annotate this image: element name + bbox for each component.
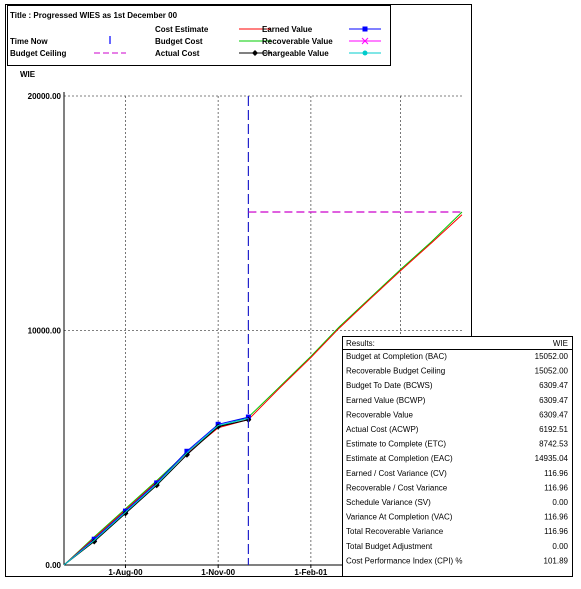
results-row-value: 116.96 — [544, 527, 568, 536]
y-tick-label: 20000.00 — [28, 92, 62, 101]
legend-marker — [362, 26, 368, 32]
legend-label: Cost Estimate — [155, 25, 209, 34]
results-row-label: Estimate at Completion (EAC) — [346, 454, 453, 463]
point-actual-cost — [91, 538, 98, 545]
legend-label: Actual Cost — [155, 49, 200, 58]
results-row-label: Total Budget Adjustment — [346, 542, 433, 551]
results-row-label: Budget at Completion (BAC) — [346, 352, 447, 361]
results-row-value: 116.96 — [544, 483, 568, 492]
results-title: Results: — [346, 339, 375, 348]
point-actual-cost — [183, 451, 190, 458]
series-line-budget-cost — [63, 211, 463, 566]
results-row-value: 15052.00 — [535, 367, 569, 376]
results-row-value: 6309.47 — [539, 396, 568, 405]
results-row-value: 116.96 — [544, 513, 568, 522]
results-row-value: 15052.00 — [535, 352, 569, 361]
y-tick-label: 0.00 — [45, 561, 61, 570]
results-row-label: Earned / Cost Variance (CV) — [346, 469, 447, 478]
results-row-value: 6309.47 — [539, 381, 568, 390]
results-row-label: Schedule Variance (SV) — [346, 498, 431, 507]
results-row-value: 14935.04 — [535, 454, 569, 463]
results-row-label: Earned Value (BCWP) — [346, 396, 426, 405]
results-row-label: Recoverable / Cost Variance — [346, 483, 448, 492]
results-row-label: Cost Performance Index (CPI) % — [346, 556, 462, 565]
results-row-label: Actual Cost (ACWP) — [346, 425, 419, 434]
results-table: Results: WIE Budget at Completion (BAC) 1… — [342, 336, 573, 577]
legend-label: Budget Ceiling — [10, 49, 67, 58]
legend-label: Earned Value — [262, 25, 313, 34]
results-row-label: Total Recoverable Variance — [346, 527, 444, 536]
results-row-label: Recoverable Value — [346, 410, 414, 419]
results-row-value: 0.00 — [552, 542, 568, 551]
legend-marker — [361, 37, 369, 45]
chart-title: Title : Progressed WIES as 1st December … — [10, 11, 178, 20]
legend-label: Chargeable Value — [262, 49, 329, 58]
legend: Title : Progressed WIES as 1st December … — [7, 5, 391, 66]
results-row-value: 0.00 — [552, 498, 568, 507]
legend-marker — [362, 50, 368, 56]
x-tick-label: 1-Nov-00 — [201, 568, 235, 577]
overlays — [247, 96, 462, 565]
results-row-label: Variance At Completion (VAC) — [346, 513, 453, 522]
results-row-label: Estimate to Complete (ETC) — [346, 440, 446, 449]
series-line-chargeable-value — [63, 417, 249, 566]
series-line-cost-estimate — [63, 214, 463, 566]
legend-label: Budget Cost — [155, 37, 203, 46]
results-unit: WIE — [553, 339, 568, 348]
legend-marker — [252, 50, 258, 56]
point-actual-cost — [122, 510, 129, 517]
results-row-value: 8742.53 — [539, 440, 568, 449]
point-earned-value — [184, 448, 190, 454]
results-row-value: 116.96 — [544, 469, 568, 478]
results-box — [342, 336, 573, 577]
y-axis-label: WIE — [20, 70, 36, 79]
point-actual-cost — [153, 482, 160, 489]
legend-box — [7, 5, 391, 66]
y-tick-label: 10000.00 — [28, 327, 62, 336]
results-row-value: 6309.47 — [539, 410, 568, 419]
legend-label: Recoverable Value — [262, 37, 333, 46]
results-row-value: 6192.51 — [539, 425, 568, 434]
x-tick-label: 1-Aug-00 — [108, 568, 143, 577]
legend-label: Time Now — [10, 37, 48, 46]
x-tick-label: 1-Feb-01 — [294, 568, 327, 577]
series-group — [63, 211, 463, 566]
results-row-label: Budget To Date (BCWS) — [346, 381, 433, 390]
results-row-label: Recoverable Budget Ceiling — [346, 367, 445, 376]
results-row-value: 101.89 — [544, 556, 569, 565]
